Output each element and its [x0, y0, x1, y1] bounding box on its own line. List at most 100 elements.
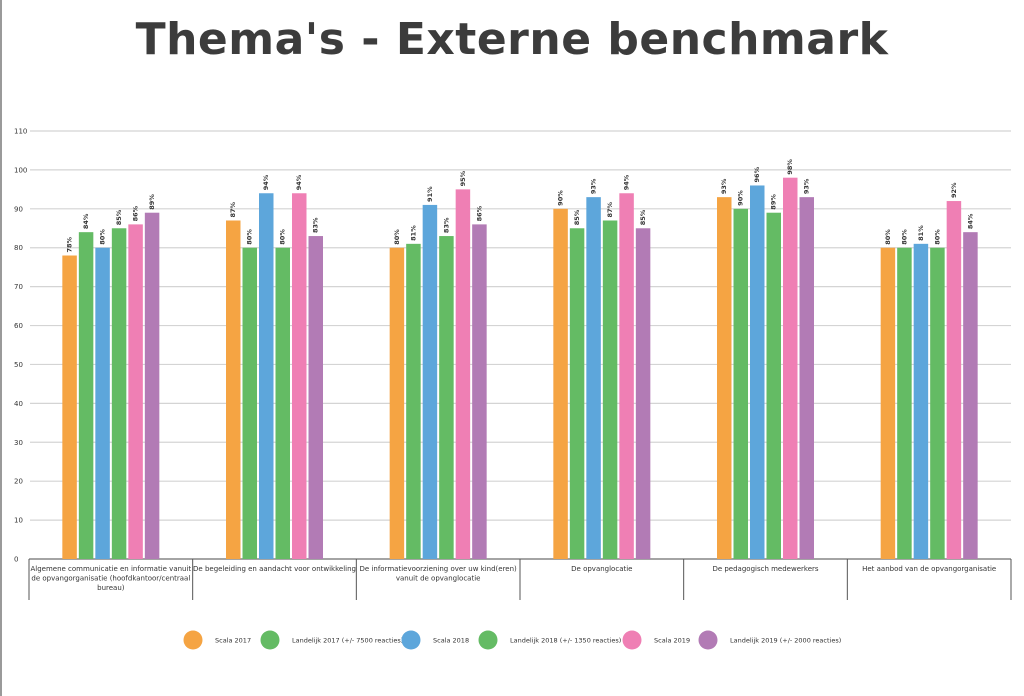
bar — [308, 236, 323, 559]
bar — [242, 247, 257, 559]
data-label: 90% — [737, 190, 745, 206]
data-label: 94% — [295, 174, 303, 190]
bar — [78, 232, 94, 559]
bar — [62, 255, 77, 559]
bar — [553, 208, 568, 559]
bar — [930, 247, 945, 559]
bar — [389, 247, 405, 559]
bar — [799, 197, 814, 560]
bar — [717, 197, 732, 560]
data-label: 83% — [442, 217, 450, 233]
legend-marker — [622, 630, 642, 650]
legend-label: Scala 2019 — [654, 637, 690, 645]
bar — [750, 185, 765, 560]
y-tick-label: 10 — [14, 517, 23, 525]
y-tick-label: 90 — [14, 205, 23, 213]
data-label: 98% — [786, 159, 794, 175]
data-label: 80% — [246, 229, 254, 245]
legend-marker — [401, 630, 421, 650]
y-tick-label: 80 — [14, 244, 23, 252]
bar — [95, 247, 110, 559]
category-label: Het aanbod van de opvangorganisatie — [862, 565, 996, 573]
data-label: 93% — [590, 178, 598, 194]
bar — [913, 243, 929, 559]
category-label: De begeleiding en aandacht voor ontwikke… — [193, 565, 356, 573]
category-label: bureau) — [97, 584, 125, 592]
data-label: 81% — [409, 225, 417, 241]
data-label: 80% — [279, 229, 287, 245]
data-label: 87% — [229, 201, 237, 217]
data-label: 94% — [262, 174, 270, 190]
bar — [226, 220, 241, 559]
y-tick-label: 30 — [14, 439, 23, 447]
bar — [602, 220, 618, 559]
category-label: de opvangorganisatie (hoofdkantoor/centr… — [31, 575, 190, 583]
bar — [897, 247, 912, 559]
data-label: 80% — [933, 229, 941, 245]
data-label: 94% — [623, 174, 631, 190]
legend-marker — [698, 630, 718, 650]
bar — [733, 208, 748, 559]
category-label: De pedagogisch medewerkers — [712, 565, 818, 573]
data-label: 84% — [82, 213, 90, 229]
data-label: 95% — [459, 170, 467, 186]
data-label: 86% — [475, 205, 483, 221]
bar — [569, 228, 585, 560]
legend-marker — [478, 630, 498, 650]
bar — [144, 212, 160, 559]
data-label: 85% — [115, 209, 123, 225]
data-label: 84% — [966, 213, 974, 229]
data-label: 80% — [884, 229, 892, 245]
data-label: 92% — [950, 182, 958, 198]
data-label: 87% — [606, 201, 614, 217]
y-tick-label: 40 — [14, 400, 23, 408]
data-label: 89% — [148, 194, 156, 210]
bar — [455, 189, 471, 559]
data-label: 81% — [917, 225, 925, 241]
legend-label: Landelijk 2017 (+/- 7500 reacties) — [292, 637, 403, 645]
data-label: 83% — [312, 217, 320, 233]
bar — [406, 243, 421, 559]
y-tick-label: 60 — [14, 322, 23, 330]
bar — [128, 224, 143, 559]
bar — [586, 197, 601, 560]
bar — [963, 232, 978, 559]
bar — [111, 228, 127, 560]
y-tick-label: 100 — [14, 166, 27, 174]
bar — [472, 224, 487, 559]
data-label: 89% — [770, 194, 778, 210]
category-label: De informatievoorziening over uw kind(er… — [360, 565, 518, 573]
legend-label: Scala 2018 — [433, 637, 469, 645]
y-tick-label: 20 — [14, 478, 23, 486]
category-label: De opvanglocatie — [571, 565, 632, 573]
bar — [275, 247, 290, 559]
bar — [422, 204, 438, 559]
legend-label: Scala 2017 — [215, 637, 251, 645]
data-label: 80% — [900, 229, 908, 245]
bar — [783, 177, 798, 559]
y-tick-label: 110 — [14, 128, 27, 136]
bar — [946, 201, 962, 559]
legend-label: Landelijk 2018 (+/- 1350 reacties) — [510, 637, 621, 645]
data-label: 90% — [557, 190, 565, 206]
data-label: 93% — [720, 178, 728, 194]
legend-marker — [183, 630, 203, 650]
y-tick-label: 50 — [14, 361, 23, 369]
data-label: 96% — [753, 166, 761, 182]
data-label: 93% — [803, 178, 811, 194]
legend-label: Landelijk 2019 (+/- 2000 reacties) — [730, 637, 841, 645]
category-label: vanuit de opvanglocatie — [396, 575, 481, 583]
bar — [292, 193, 307, 559]
data-label: 86% — [132, 205, 140, 221]
bar — [766, 212, 781, 559]
legend-marker — [260, 630, 280, 650]
y-tick-label: 70 — [14, 283, 23, 291]
page-frame-edge — [0, 0, 2, 696]
data-label: 80% — [393, 229, 401, 245]
category-label: Algemene communicatie en informatie vanu… — [30, 565, 191, 573]
bar — [619, 193, 634, 559]
data-label: 85% — [639, 209, 647, 225]
data-label: 85% — [573, 209, 581, 225]
bar — [259, 193, 274, 559]
data-label: 78% — [66, 236, 74, 252]
